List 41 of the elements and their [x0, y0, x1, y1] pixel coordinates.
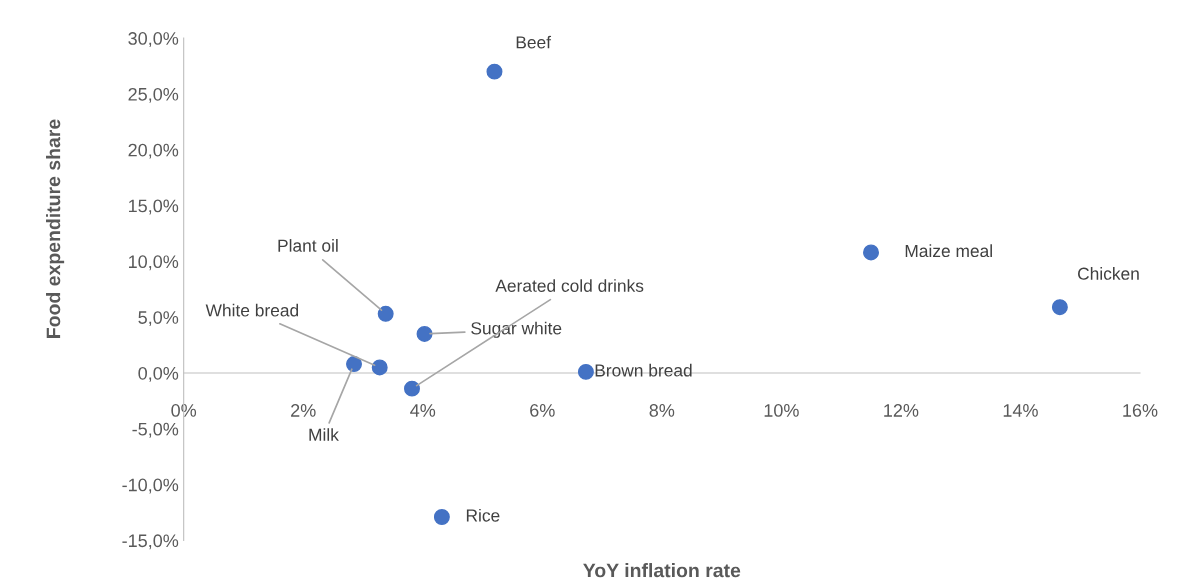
- y-tick-label: -15,0%: [122, 534, 179, 550]
- x-tick-label: 16%: [1123, 404, 1158, 417]
- annotation: Chicken: [1078, 267, 1139, 280]
- y-tick-label: 30,0%: [128, 32, 179, 47]
- annotation: White bread: [205, 303, 299, 317]
- point: [486, 63, 503, 80]
- point: [371, 359, 388, 376]
- point: [416, 325, 433, 342]
- point: [433, 509, 450, 525]
- x-tick-label: 10%: [764, 404, 799, 417]
- point: [346, 356, 362, 373]
- y-tick-label: 20,0%: [128, 143, 179, 159]
- point: [377, 305, 394, 322]
- x-tick-label: 0%: [171, 404, 197, 417]
- annotation: Sugar white: [471, 321, 562, 338]
- annotation: Aerated cold drinks: [495, 279, 644, 292]
- y-tick-label: 0,0%: [138, 366, 179, 382]
- x-tick-label: 6%: [530, 404, 555, 417]
- x-tick-label: 14%: [1003, 404, 1038, 417]
- point: [863, 244, 879, 261]
- y-tick-label: 5,0%: [138, 311, 179, 327]
- annotation: Rice: [466, 508, 500, 522]
- point: [1051, 299, 1068, 316]
- y-tick-label: -5,0%: [132, 422, 179, 438]
- y-axis-title: Food expenditure share: [46, 119, 65, 338]
- x-tick-label: 4%: [410, 404, 436, 417]
- y-tick-label: -10,0%: [122, 478, 179, 494]
- y-tick-label: 25,0%: [128, 87, 179, 103]
- point: [404, 380, 420, 397]
- annotation: Plant oil: [278, 239, 338, 252]
- annotation: Milk: [309, 428, 339, 441]
- x-tick-label: 2%: [291, 404, 316, 417]
- y-tick-label: 10,0%: [129, 255, 179, 271]
- y-tick-label: 15,0%: [129, 199, 179, 215]
- annotation: Maize meal: [905, 244, 992, 258]
- annotation: Beef: [516, 35, 552, 49]
- x-tick-label: 8%: [649, 404, 675, 417]
- annotation: Brown bread: [595, 363, 692, 377]
- point: [577, 363, 594, 380]
- x-axis-title: YoY inflation rate: [583, 563, 741, 578]
- x-tick-label: 12%: [884, 404, 919, 417]
